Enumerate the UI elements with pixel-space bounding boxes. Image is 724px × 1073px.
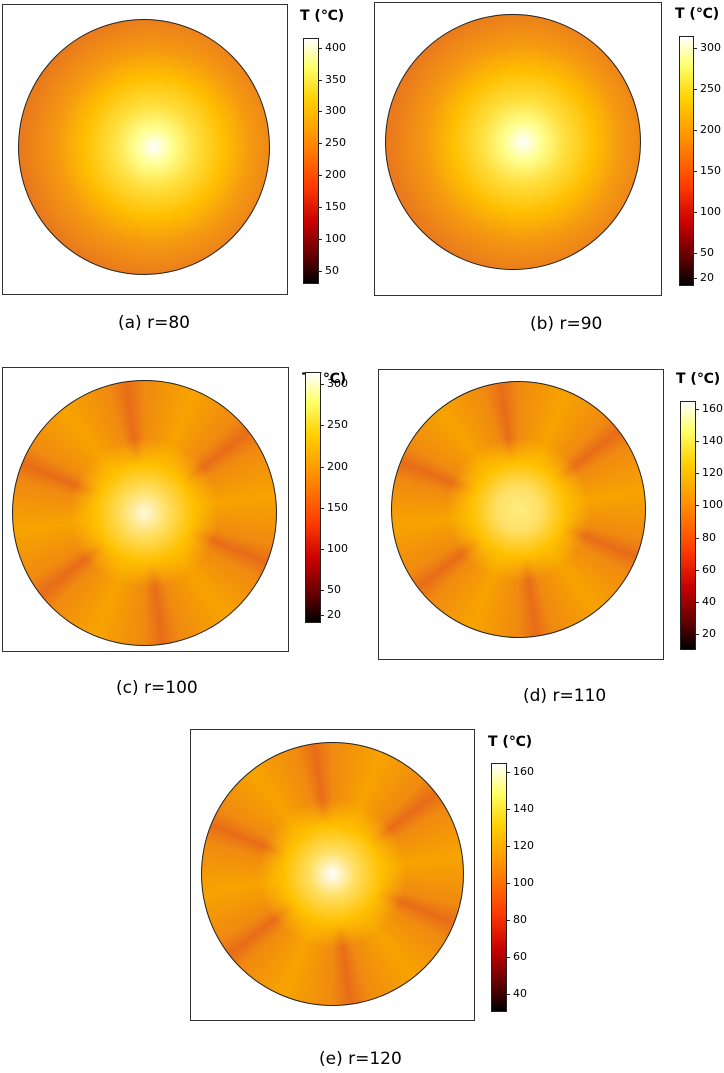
colorbar-tick-mark — [506, 846, 510, 847]
colorbar-tick-label: 250 — [327, 418, 348, 431]
temperature-disk — [18, 19, 270, 275]
colorbar-tick-mark — [320, 425, 324, 426]
colorbar-tick-mark — [318, 271, 322, 272]
colorbar-tick-mark — [320, 384, 324, 385]
colorbar-tick-label: 160 — [702, 402, 723, 415]
colorbar-tick-label: 50 — [700, 246, 714, 259]
colorbar-tick-mark — [506, 920, 510, 921]
colorbar-tick-mark — [318, 80, 322, 81]
colorbar-tick-mark — [695, 570, 699, 571]
colorbar-tick-label: 140 — [702, 434, 723, 447]
colorbar-tick-mark — [693, 130, 697, 131]
colorbar-title: T (℃) — [488, 734, 533, 750]
colorbar-tick-label: 100 — [702, 498, 723, 511]
colorbar-tick-label: 20 — [700, 271, 714, 284]
temperature-disk — [12, 380, 277, 646]
colorbar-tick-label: 100 — [513, 876, 534, 889]
colorbar-tick-label: 100 — [327, 542, 348, 555]
colorbar-tick-label: 150 — [327, 501, 348, 514]
colorbar-tick-label: 20 — [702, 627, 716, 640]
colorbar — [305, 372, 321, 623]
colorbar-tick-label: 40 — [513, 987, 527, 1000]
colorbar-title: T (℃) — [300, 8, 345, 24]
panel-caption: (b) r=90 — [530, 314, 603, 334]
colorbar-tick-label: 100 — [700, 205, 721, 218]
colorbar-tick-mark — [506, 809, 510, 810]
panel-caption: (d) r=110 — [523, 686, 607, 706]
colorbar-tick-mark — [506, 957, 510, 958]
colorbar-tick-mark — [695, 441, 699, 442]
colorbar-tick-mark — [693, 278, 697, 279]
temperature-disk — [391, 381, 646, 638]
colorbar-tick-label: 100 — [325, 232, 346, 245]
colorbar-tick-label: 60 — [513, 950, 527, 963]
colorbar — [680, 401, 696, 650]
colorbar-title: T (℃) — [675, 6, 720, 22]
colorbar — [303, 38, 319, 284]
colorbar-tick-label: 300 — [700, 41, 721, 54]
colorbar-tick-mark — [695, 538, 699, 539]
colorbar-tick-label: 80 — [702, 531, 716, 544]
colorbar-tick-mark — [695, 505, 699, 506]
colorbar-tick-mark — [506, 772, 510, 773]
colorbar-tick-mark — [506, 994, 510, 995]
colorbar-tick-mark — [695, 409, 699, 410]
temperature-disk — [201, 742, 464, 1006]
colorbar-tick-mark — [320, 467, 324, 468]
colorbar-tick-label: 160 — [513, 765, 534, 778]
panel-caption: (e) r=120 — [319, 1049, 402, 1069]
colorbar — [491, 763, 507, 1012]
colorbar-tick-label: 200 — [325, 168, 346, 181]
colorbar-tick-mark — [693, 89, 697, 90]
colorbar-tick-label: 200 — [327, 460, 348, 473]
colorbar-tick-mark — [693, 253, 697, 254]
colorbar-tick-label: 200 — [700, 123, 721, 136]
colorbar-tick-label: 20 — [327, 608, 341, 621]
colorbar-tick-mark — [320, 590, 324, 591]
colorbar-tick-mark — [318, 111, 322, 112]
colorbar-tick-mark — [695, 602, 699, 603]
colorbar-tick-mark — [506, 883, 510, 884]
colorbar-tick-mark — [320, 549, 324, 550]
colorbar-tick-label: 120 — [513, 839, 534, 852]
colorbar-tick-mark — [693, 171, 697, 172]
colorbar-tick-mark — [320, 508, 324, 509]
temperature-disk — [385, 14, 641, 270]
colorbar-tick-label: 150 — [325, 200, 346, 213]
panel-caption: (c) r=100 — [116, 678, 198, 698]
colorbar-tick-mark — [318, 143, 322, 144]
colorbar-tick-mark — [693, 212, 697, 213]
colorbar-tick-label: 50 — [325, 264, 339, 277]
colorbar-tick-mark — [318, 175, 322, 176]
colorbar-tick-label: 300 — [325, 104, 346, 117]
colorbar-tick-label: 300 — [327, 377, 348, 390]
colorbar-tick-mark — [695, 473, 699, 474]
colorbar-tick-label: 250 — [700, 82, 721, 95]
colorbar-tick-mark — [318, 207, 322, 208]
colorbar-tick-mark — [695, 634, 699, 635]
colorbar-title: T (℃) — [676, 371, 721, 387]
colorbar-tick-label: 120 — [702, 466, 723, 479]
colorbar-tick-label: 80 — [513, 913, 527, 926]
colorbar-tick-label: 140 — [513, 802, 534, 815]
colorbar-tick-label: 150 — [700, 164, 721, 177]
colorbar-tick-label: 400 — [325, 41, 346, 54]
colorbar-tick-mark — [320, 615, 324, 616]
colorbar-tick-label: 250 — [325, 136, 346, 149]
colorbar-tick-label: 350 — [325, 73, 346, 86]
panel-caption: (a) r=80 — [118, 313, 190, 333]
colorbar-tick-mark — [693, 48, 697, 49]
colorbar-tick-label: 50 — [327, 583, 341, 596]
colorbar-tick-label: 40 — [702, 595, 716, 608]
colorbar-tick-label: 60 — [702, 563, 716, 576]
colorbar-tick-mark — [318, 239, 322, 240]
colorbar-tick-mark — [318, 48, 322, 49]
colorbar — [679, 36, 694, 286]
